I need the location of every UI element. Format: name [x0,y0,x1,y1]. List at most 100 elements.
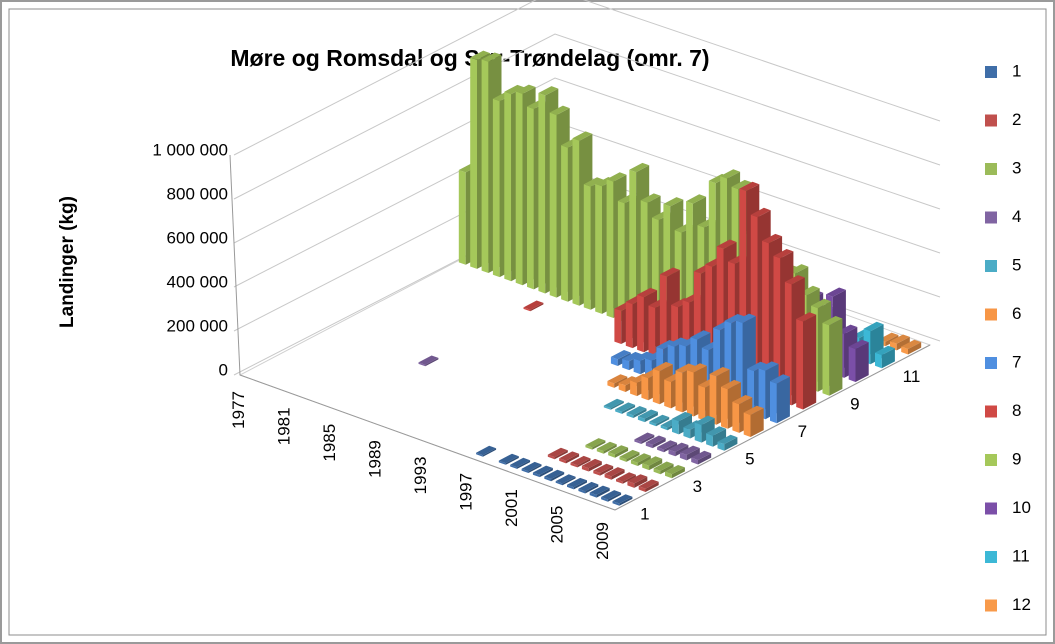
bar-top [694,415,715,425]
bar-top [679,445,700,455]
bar [679,445,700,461]
bar-top [633,351,654,361]
bar [523,300,544,312]
bar-side [607,492,622,502]
legend-label: 1 [1012,61,1021,80]
bar-front [630,380,637,397]
bar-side [482,448,497,457]
bar-top [585,438,606,448]
bar [668,442,689,457]
bar-side [671,467,685,479]
bar-side [600,466,614,476]
bar-top [567,477,587,488]
bar-top [784,275,805,285]
bar-front [610,356,618,366]
bar-front [616,479,623,484]
bar-side [539,468,553,478]
bar-front [686,370,694,417]
bar-side [644,411,658,423]
bar [770,374,790,424]
bar [570,455,591,468]
bar-front [589,492,597,498]
bar [706,426,727,447]
bar [608,445,629,458]
bar-top [578,481,599,492]
bar-side [881,348,895,369]
legend-swatch [985,502,997,515]
bar-top [675,363,696,373]
bar-front [578,488,586,494]
bar-side [678,414,692,435]
y-axis [229,154,241,376]
bar [616,472,636,484]
bar [601,490,622,502]
bar [901,339,922,355]
y-tick-label: 0 [219,360,228,379]
bar [743,405,764,437]
bar-front [657,447,664,453]
bar [645,435,666,449]
bar-front [527,106,534,290]
legend-swatch [985,308,997,321]
bar-top [544,469,565,479]
bar-front [606,179,614,318]
bar-top [555,474,576,484]
bar-front [608,452,615,458]
legend-swatch [985,211,997,224]
bar [593,463,614,476]
bar-front [549,112,557,298]
bar-front [679,452,687,461]
bar-top [731,179,752,190]
bar-top [822,316,843,326]
bar-top [521,461,542,472]
bar-side [551,472,565,482]
bar-front [515,91,523,286]
bar-top [863,321,884,332]
bar-side [622,474,636,484]
bar [875,345,895,369]
bar-side [615,447,629,458]
bar-front [642,463,650,471]
bar-top [626,406,647,416]
grid-line [233,77,941,244]
bar-top [637,409,658,419]
bar-top [724,314,745,324]
bar-top [583,177,604,187]
bar-front [607,381,615,388]
bar-top [743,405,764,415]
bar-front [603,405,611,410]
bar-top [559,451,580,461]
bar [559,451,580,464]
bar-top [659,267,680,277]
bar-front [668,449,676,457]
legend-label: 3 [1012,158,1021,177]
bar-front [659,274,667,361]
bar-top [706,426,727,436]
z-tick-label: 9 [850,395,859,414]
bar-top [532,465,553,475]
bar-front [470,57,477,269]
bar-side [724,437,738,451]
bar-front [645,442,653,449]
bar-top [470,50,491,60]
x-tick-label: 1985 [320,424,339,462]
bar-side [573,480,587,490]
legend-label: 8 [1012,401,1021,420]
bar-front [570,462,578,468]
bar-top [758,361,779,371]
bar-front [595,183,602,314]
bar-top [691,450,712,461]
bar-top [538,86,559,96]
bar-front [626,412,634,418]
bar-front [492,98,500,278]
bar-front [653,468,661,475]
bar-front [875,352,882,369]
bar-front [523,307,531,312]
bar-top [547,447,568,458]
bar-front [618,382,626,392]
bar-side [530,302,544,312]
x-tick-label: 1977 [229,391,248,429]
bar-top [634,432,655,442]
bar-top [589,485,610,495]
